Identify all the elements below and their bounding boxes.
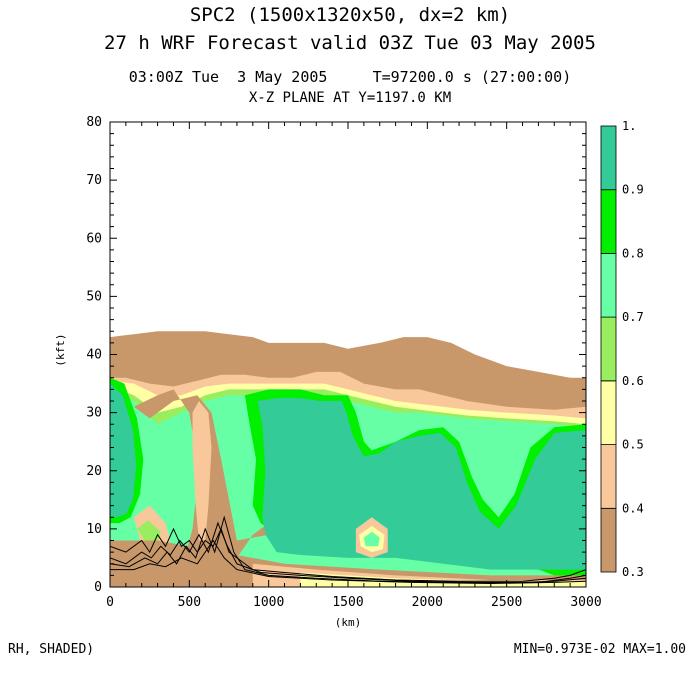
y-tick-label: 80	[86, 115, 102, 130]
cloud-contour-1	[110, 527, 586, 582]
chart-title: SPC2 (1500x1320x50, dx=2 km)	[189, 4, 511, 26]
field-label: RH, SHADED)	[8, 642, 95, 657]
y-axis-label: (kft)	[54, 333, 67, 366]
rh-cross-section-chart: 0 500 1000 1500 2000 2500 3000 0 10 20 30 40 50 60 70 8…	[54, 115, 644, 629]
mint-patch	[363, 531, 380, 547]
x-axis-label: (km)	[335, 616, 362, 629]
colorbar-swatch	[600, 125, 617, 191]
colorbar-label: 1.	[622, 119, 636, 133]
colorbar-label: 0.4	[622, 501, 644, 515]
colorbar-label: 0.3	[622, 565, 644, 579]
colorbar-label: 0.6	[622, 374, 644, 388]
x-tick-label: 3000	[570, 595, 601, 610]
cloud-contour-4	[110, 539, 586, 585]
center-teal-mass	[257, 398, 586, 570]
left-teal-mass	[110, 383, 137, 518]
x-tick-label: 500	[178, 595, 201, 610]
colorbar-swatch	[600, 507, 617, 573]
plane-label: X-Z PLANE AT Y=1197.0 KM	[248, 90, 452, 106]
central-peach-column	[192, 401, 212, 541]
x-tick-label: 2000	[412, 595, 443, 610]
y-tick-label: 40	[86, 348, 102, 363]
rh-shaded-regions	[110, 331, 586, 587]
colorbar-swatch	[600, 316, 617, 382]
colorbar-swatch	[600, 252, 617, 318]
min-max-label: MIN=0.973E-02 MAX=1.00	[513, 642, 686, 657]
central-tan-band	[133, 389, 301, 558]
colorbar-label: 0.5	[622, 438, 644, 452]
x-tick-label: 2500	[491, 595, 522, 610]
left-lightgreen-bump	[137, 520, 161, 544]
y-tick-label: 70	[86, 173, 102, 188]
colorbar-label: 0.8	[622, 246, 644, 260]
y-tick-label: 50	[86, 289, 102, 304]
axes: 0 500 1000 1500 2000 2500 3000 0 10 20 30 40 50 60 70 8…	[86, 115, 601, 610]
ground-tan-strip	[110, 540, 586, 587]
colorbar-swatch	[600, 444, 617, 509]
time-label: 03:00Z Tue 3 May 2005 T=97200.0 s (27:00…	[128, 68, 572, 86]
y-tick-label: 0	[94, 580, 102, 595]
colorbar-swatch	[600, 189, 617, 254]
y-tick-label: 60	[86, 231, 102, 246]
colorbar-swatch	[600, 380, 617, 445]
colorbar-label: 0.7	[622, 310, 644, 324]
x-tick-label: 0	[106, 595, 114, 610]
y-tick-label: 20	[86, 464, 102, 479]
y-tick-label: 30	[86, 406, 102, 421]
x-tick-label: 1500	[332, 595, 363, 610]
x-tick-label: 1000	[253, 595, 284, 610]
colorbar: 0.3 0.4 0.5 0.6 0.7 0.8 0.9 1.	[600, 119, 644, 579]
chart-subtitle: 27 h WRF Forecast valid 03Z Tue 03 May 2…	[104, 32, 596, 54]
colorbar-label: 0.9	[622, 183, 644, 197]
cloud-contours	[110, 515, 586, 585]
y-tick-label: 10	[86, 522, 102, 537]
